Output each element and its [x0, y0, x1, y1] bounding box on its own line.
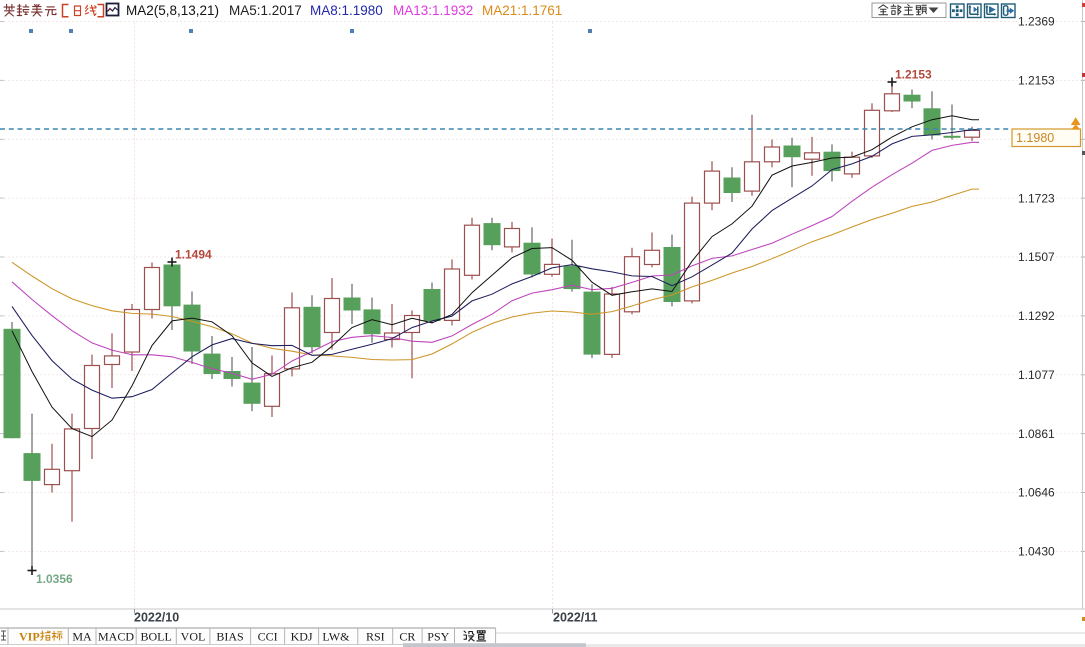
- svg-text:MA13:1.1932: MA13:1.1932: [393, 3, 473, 18]
- svg-text:MA8:1.1980: MA8:1.1980: [310, 3, 383, 18]
- svg-text:BIAS: BIAS: [216, 630, 243, 644]
- svg-text:VIP: VIP: [19, 630, 40, 644]
- svg-text:1.1980: 1.1980: [1016, 131, 1054, 145]
- svg-text:1.2153: 1.2153: [1018, 74, 1055, 88]
- svg-text:MA21:1.1761: MA21:1.1761: [482, 3, 562, 18]
- svg-text:RSI: RSI: [366, 630, 385, 644]
- svg-text:2022/11: 2022/11: [553, 611, 598, 625]
- svg-text:BOLL: BOLL: [141, 630, 172, 644]
- svg-text:1.1507: 1.1507: [1018, 250, 1055, 264]
- svg-text:CR: CR: [399, 630, 415, 644]
- svg-text:MA2(5,8,13,21): MA2(5,8,13,21): [126, 3, 219, 18]
- svg-text:PSY: PSY: [427, 630, 449, 644]
- svg-text:1.2369: 1.2369: [1018, 15, 1055, 29]
- svg-text:1.1292: 1.1292: [1018, 309, 1055, 323]
- svg-text:1.2153: 1.2153: [895, 68, 932, 82]
- svg-text:1.0430: 1.0430: [1018, 545, 1055, 559]
- svg-text:CCI: CCI: [258, 630, 278, 644]
- svg-text:2022/10: 2022/10: [134, 611, 179, 625]
- svg-text:MA5:1.2017: MA5:1.2017: [229, 3, 302, 18]
- svg-text:1.1723: 1.1723: [1018, 191, 1055, 205]
- svg-text:1.0861: 1.0861: [1018, 427, 1055, 441]
- svg-text:MA: MA: [72, 630, 92, 644]
- svg-text:VOL: VOL: [181, 630, 206, 644]
- svg-text:KDJ: KDJ: [291, 630, 313, 644]
- svg-text:1.0646: 1.0646: [1018, 486, 1055, 500]
- svg-text:LW&: LW&: [322, 630, 350, 644]
- svg-text:MACD: MACD: [98, 630, 134, 644]
- svg-text:1.0356: 1.0356: [36, 572, 73, 586]
- svg-text:1.1077: 1.1077: [1018, 368, 1055, 382]
- svg-text:1.1494: 1.1494: [175, 248, 212, 262]
